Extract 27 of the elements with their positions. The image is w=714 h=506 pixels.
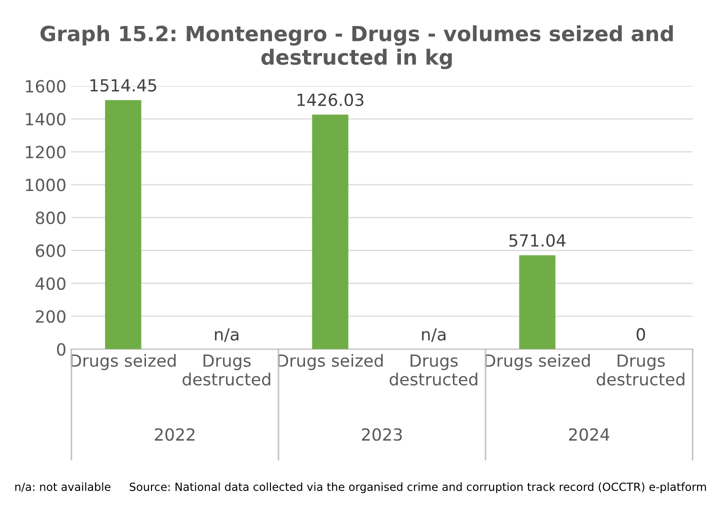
data-label: 1426.03 [298,94,364,106]
y-tick-label: 1600 [26,80,66,93]
y-tick-label: 1200 [26,146,66,158]
y-tick-label: 200 [36,310,66,323]
y-tick-label: 1000 [26,178,66,192]
bar [519,255,556,350]
text: n/a: not available [15,482,110,492]
bar [105,100,142,350]
data-label: 571.04 [509,234,566,247]
data-label: 0 [636,328,646,341]
text: n/a [422,328,446,342]
x-tick-label: Drugs destructed [596,354,684,386]
source-note: Source: National data collected via the organised crime and corruption track record (OCCTR) e-platform [130,482,706,494]
text: 2023 [362,428,402,441]
text: 2022 [154,428,194,441]
text: n/a [215,328,238,342]
y-tick-label: 0 [57,343,66,356]
x-tick-label: Drugs destructed [390,354,478,386]
data-label: 1514.45 [90,79,156,92]
y-tick-label: 800 [36,212,66,224]
bar [312,114,348,350]
text: 2024 [569,428,610,441]
y-tick-label: 400 [36,277,66,290]
x-tick-label: Drugs destructed [182,354,270,386]
chart-title: Graph 15.2: Montenegro - Drugs - volumes seized and destructed in kg [40,25,673,70]
y-tick-label: 1400 [26,112,66,126]
y-tick-label: 600 [36,244,66,258]
